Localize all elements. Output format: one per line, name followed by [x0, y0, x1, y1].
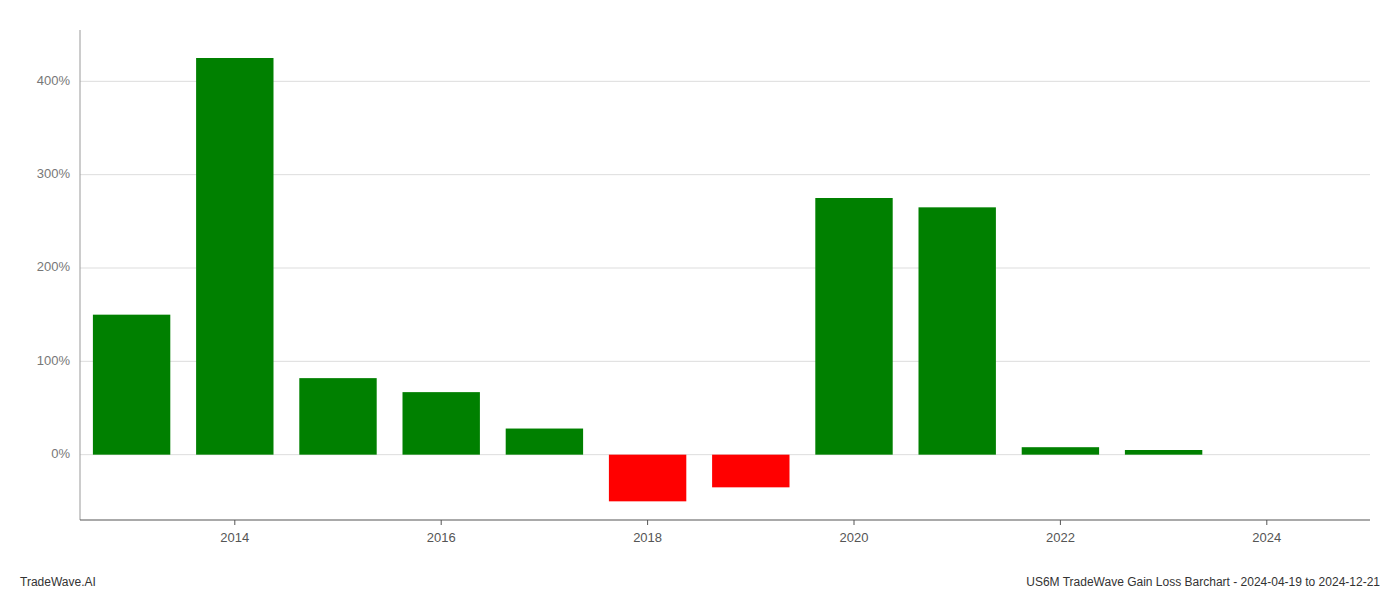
y-tick-label: 200% — [37, 259, 71, 274]
x-tick-label: 2022 — [1046, 530, 1075, 545]
bar — [403, 392, 480, 455]
y-axis-line — [80, 30, 81, 520]
y-tick-label: 100% — [37, 353, 71, 368]
chart: 0%100%200%300%400%2014201620182020202220… — [0, 0, 1400, 600]
y-tick-label: 0% — [51, 446, 70, 461]
x-tick-label: 2014 — [220, 530, 249, 545]
y-tick-label: 300% — [37, 166, 71, 181]
x-tick-label: 2020 — [840, 530, 869, 545]
x-tick — [1266, 520, 1267, 525]
title: US6M TradeWave Gain Loss Barchart - 2024… — [1026, 575, 1380, 589]
bar — [919, 207, 996, 454]
background — [0, 0, 1400, 600]
x-tick — [854, 520, 855, 525]
bar — [299, 378, 376, 455]
chart-container: 0%100%200%300%400%2014201620182020202220… — [0, 0, 1400, 600]
bar — [1125, 450, 1202, 455]
x-tick — [1060, 520, 1061, 525]
bar — [93, 315, 170, 455]
x-tick — [647, 520, 648, 525]
bar — [712, 455, 789, 488]
x-tick — [441, 520, 442, 525]
x-axis: 2014 2016 2018 2020 2022 2024 — [80, 520, 1370, 545]
bar — [506, 429, 583, 455]
annotation: TradeWave.AI — [20, 575, 96, 589]
bars — [93, 58, 1202, 501]
x-tick-label: 2016 — [427, 530, 456, 545]
x-axis-line — [80, 520, 1370, 521]
bar — [1022, 447, 1099, 454]
x-tick — [234, 520, 235, 525]
bar — [815, 198, 892, 455]
bar — [609, 455, 686, 502]
x-tick-label: 2018 — [633, 530, 662, 545]
y-tick-label: 400% — [37, 73, 71, 88]
bar — [196, 58, 273, 455]
x-tick-label: 2024 — [1252, 530, 1281, 545]
y-axis: 0% 100% 200% 300% 400% — [37, 30, 80, 520]
bar — [1228, 454, 1305, 455]
